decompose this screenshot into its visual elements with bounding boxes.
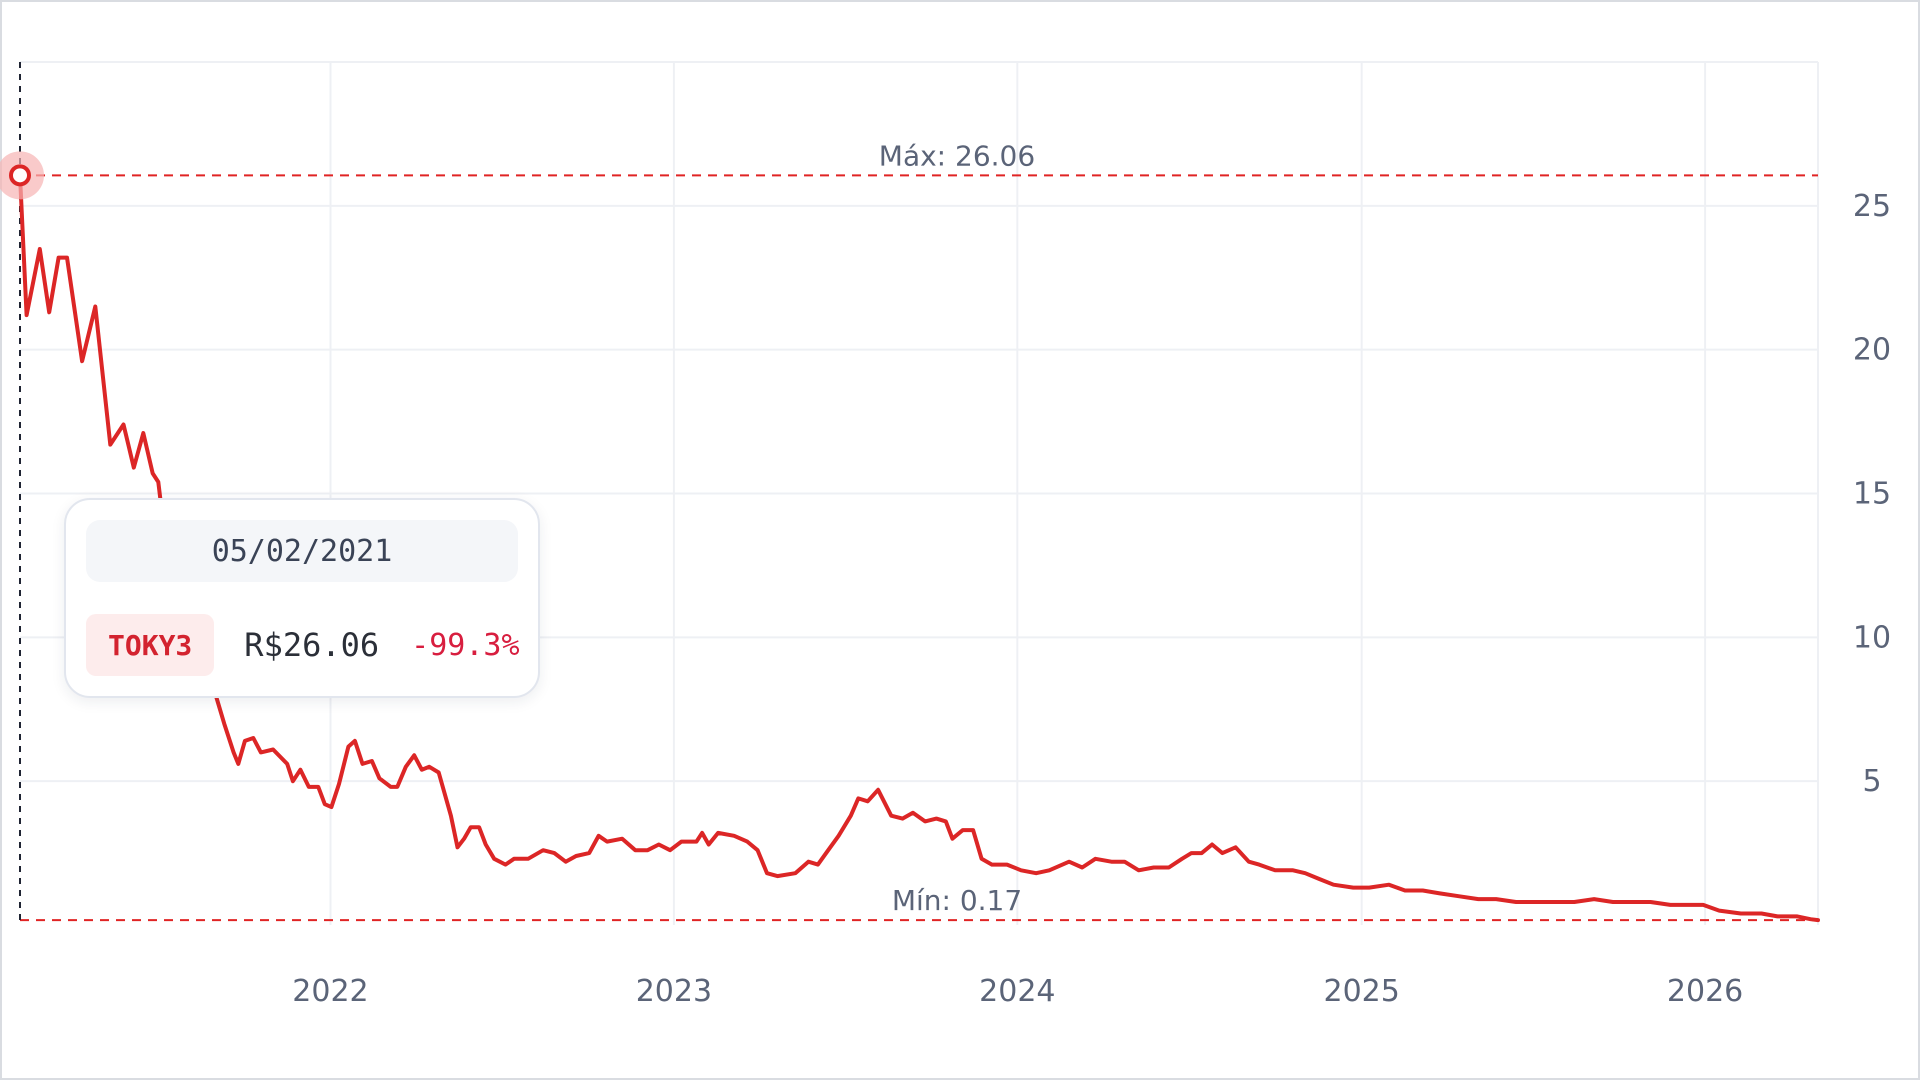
- hover-tooltip: 05/02/2021 TOKY3 R$26.06 -99.3%: [64, 498, 540, 698]
- max-reference-label: Máx: 26.06: [879, 139, 1035, 172]
- series-line-toky3: [18, 173, 1820, 923]
- hover-marker-point: [9, 164, 31, 187]
- x-tick-label: 2024: [979, 974, 1055, 1009]
- y-tick-label: 10: [1853, 620, 1891, 655]
- x-tick-label: 2022: [292, 974, 368, 1009]
- tooltip-row: TOKY3 R$26.06 -99.3%: [86, 614, 520, 676]
- y-tick-label: 20: [1853, 333, 1891, 368]
- x-tick-label: 2026: [1667, 974, 1743, 1009]
- tooltip-date: 05/02/2021: [86, 520, 518, 582]
- y-tick-label: 25: [1853, 189, 1891, 224]
- x-tick-label: 2025: [1323, 974, 1399, 1009]
- y-tick-label: 5: [1862, 764, 1881, 799]
- tooltip-price: R$26.06: [244, 626, 380, 664]
- min-reference-label: Mín: 0.17: [892, 884, 1022, 917]
- tooltip-change: -99.3%: [411, 627, 520, 663]
- x-tick-label: 2023: [636, 974, 712, 1009]
- ticker-badge: TOKY3: [86, 614, 215, 676]
- y-tick-label: 15: [1853, 477, 1891, 512]
